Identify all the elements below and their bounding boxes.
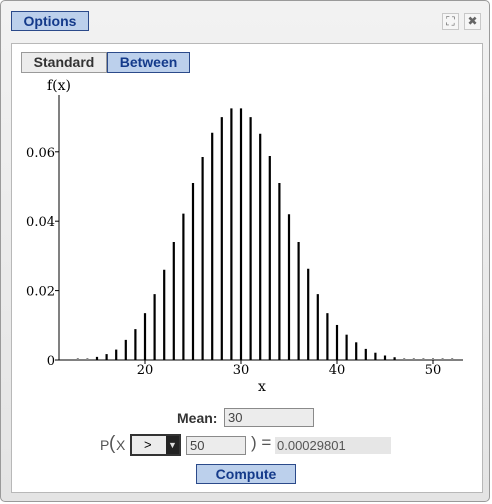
equals-label: ) = (251, 433, 272, 452)
x-variable-label: X (116, 437, 126, 453)
y-tick-label: 0 (47, 354, 55, 369)
probability-result: 0.00029801 (275, 437, 391, 454)
chart-ticks: 20 30 40 50 0 0.02 0.04 0.06 (26, 146, 441, 378)
p-label: P (100, 437, 110, 453)
y-axis-label: f(x) (47, 78, 71, 94)
y-tick-label: 0.04 (26, 215, 55, 230)
compute-button[interactable]: Compute (196, 464, 296, 484)
chevron-down-icon[interactable]: ▼ (166, 436, 179, 454)
y-tick-label: 0.06 (26, 146, 55, 161)
title-bar: Options ⛶ ✖ (1, 1, 489, 39)
inequality-select[interactable]: > ▼ (130, 434, 181, 456)
maximize-icon[interactable]: ⛶ (442, 13, 459, 30)
data-bar (422, 358, 425, 360)
data-bar (403, 358, 406, 360)
data-bar (432, 358, 434, 360)
chart-axes: f(x) x (47, 78, 463, 395)
options-button[interactable]: Options (11, 11, 89, 31)
x-tick-label: 30 (233, 363, 250, 378)
bound-input[interactable]: 50 (186, 436, 246, 455)
y-tick-label: 0.02 (26, 285, 55, 300)
mean-label: Mean: (177, 410, 218, 426)
data-bar (441, 358, 444, 360)
x-tick-label: 40 (329, 363, 346, 378)
between-toggle-button[interactable]: Between (107, 52, 190, 73)
chart-bars (76, 108, 454, 360)
data-bar (86, 358, 89, 360)
mean-input[interactable]: 30 (224, 408, 314, 427)
data-bar (76, 358, 79, 360)
standard-toggle-button[interactable]: Standard (21, 52, 107, 73)
x-tick-label: 20 (137, 363, 154, 378)
data-bar (412, 358, 415, 360)
open-paren-label: ( (109, 433, 116, 454)
x-tick-label: 50 (425, 363, 442, 378)
data-bar (451, 358, 454, 360)
x-axis-label: x (258, 379, 266, 395)
inequality-value: > (144, 437, 152, 452)
close-icon[interactable]: ✖ (464, 13, 481, 30)
